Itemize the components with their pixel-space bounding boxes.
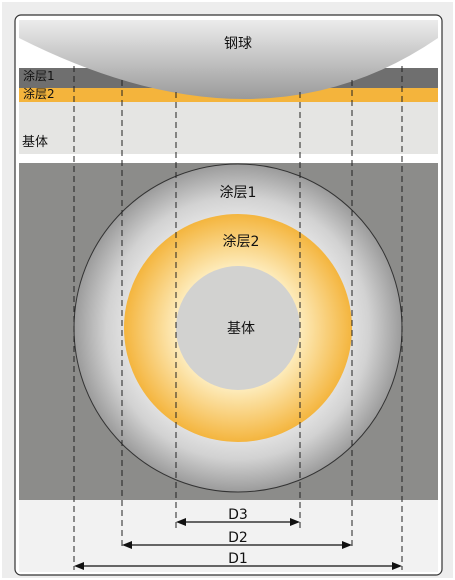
- dimension-arrows: [78, 521, 398, 567]
- d3-arrow-head-left: [176, 518, 186, 526]
- d1-label: D1: [228, 551, 248, 567]
- d1-arrow-head-right: [392, 562, 402, 570]
- ball-label: 钢球: [224, 36, 252, 52]
- guide-lines: [73, 66, 403, 570]
- coating1-layer-label: 涂层1: [23, 68, 55, 83]
- d3-label: D3: [228, 507, 248, 523]
- substrate-layer-label: 基体: [22, 135, 48, 150]
- arrow-heads: [74, 518, 402, 570]
- d2-arrow-head-right: [342, 541, 352, 549]
- d2-label: D2: [228, 530, 248, 546]
- bottom-strip: [19, 500, 438, 572]
- d2-arrow-head-left: [122, 541, 132, 549]
- substrate-crater-label: 基体: [227, 320, 255, 337]
- coating2-layer-label: 涂层2: [23, 86, 55, 101]
- d3-arrow-head-right: [290, 518, 300, 526]
- coating2-crater-label: 涂层2: [223, 234, 260, 250]
- layer-gap: [19, 154, 438, 163]
- substrate-crater: [176, 266, 300, 390]
- coating1-crater-label: 涂层1: [220, 185, 257, 201]
- substrate-layer: [19, 102, 438, 154]
- d1-arrow-head-left: [74, 562, 84, 570]
- steel-ball: [19, 20, 438, 99]
